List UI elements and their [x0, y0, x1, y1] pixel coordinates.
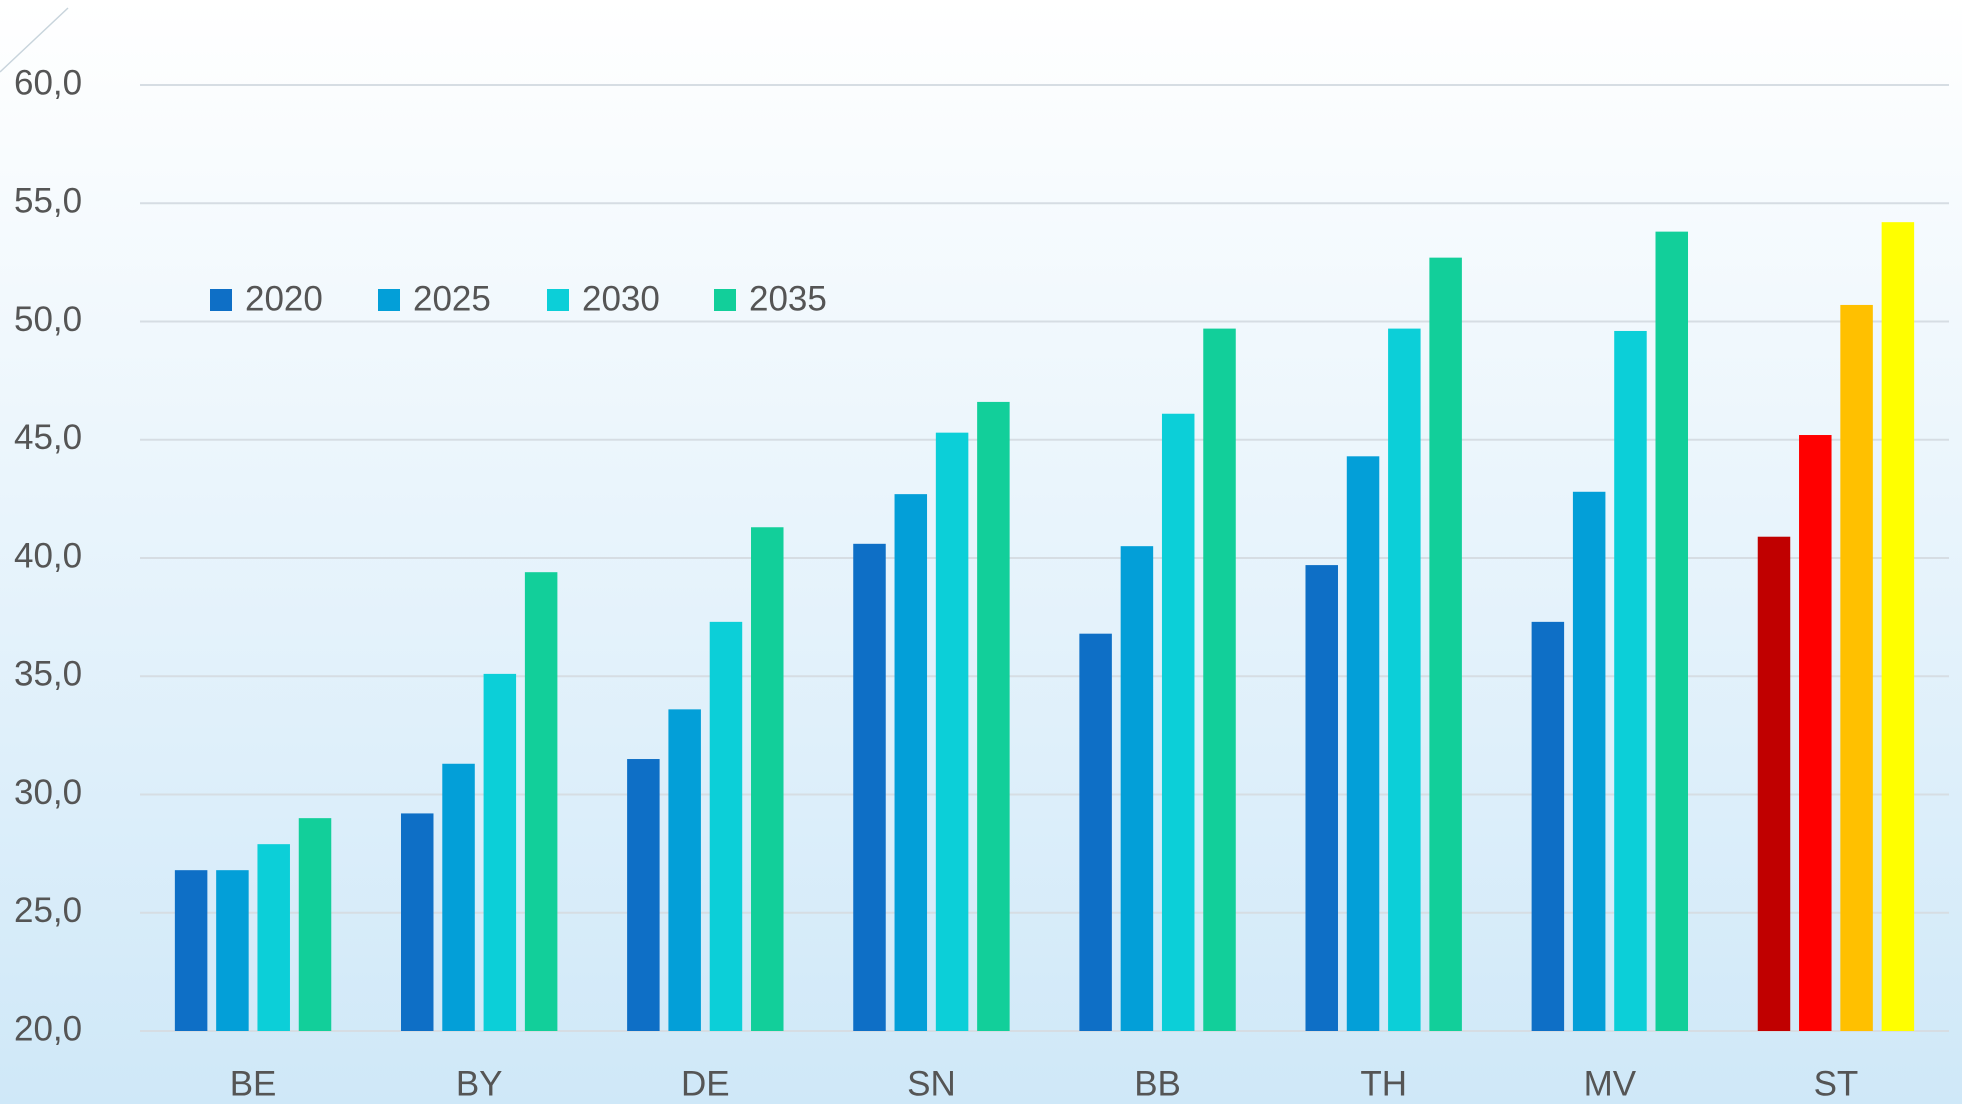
- bar: [853, 543, 886, 1031]
- legend-label: 2025: [413, 279, 491, 318]
- bar: [1120, 546, 1154, 1031]
- bar: [1572, 491, 1606, 1031]
- bar: [1161, 413, 1195, 1031]
- bar: [1305, 565, 1338, 1031]
- bar: [668, 709, 701, 1031]
- bar: [627, 759, 660, 1031]
- bar: [257, 844, 290, 1031]
- bar: [1881, 222, 1915, 1032]
- x-tick-label: ST: [1814, 1064, 1859, 1103]
- x-tick-label: BE: [230, 1064, 277, 1103]
- legend-label: 2020: [245, 279, 323, 318]
- bar: [442, 763, 475, 1031]
- x-tick-label: BB: [1134, 1064, 1181, 1103]
- y-tick-label: 20,0: [14, 1009, 82, 1048]
- decoration: [0, 7, 69, 73]
- legend-label: 2035: [749, 279, 827, 318]
- x-tick-label: MV: [1584, 1064, 1637, 1103]
- bar: [751, 527, 784, 1031]
- bar: [400, 813, 434, 1031]
- legend-label: 2030: [582, 279, 660, 318]
- legend-swatch: [378, 289, 400, 311]
- bar: [1799, 435, 1832, 1031]
- bar: [1655, 231, 1689, 1031]
- bar: [483, 673, 517, 1031]
- legend-swatch: [210, 289, 232, 311]
- x-tick-label: BY: [456, 1064, 503, 1103]
- y-tick-label: 30,0: [14, 773, 82, 812]
- x-tick-label: SN: [907, 1064, 956, 1103]
- bar: [174, 870, 208, 1031]
- legend-swatch: [714, 289, 736, 311]
- bar: [1757, 536, 1791, 1031]
- y-tick-label: 50,0: [14, 300, 82, 339]
- y-tick-label: 45,0: [14, 418, 82, 457]
- bar: [709, 621, 743, 1031]
- bar: [298, 818, 332, 1031]
- bar: [1429, 257, 1462, 1031]
- bar: [1614, 330, 1647, 1032]
- bar: [1388, 328, 1421, 1032]
- y-tick-label: 60,0: [14, 63, 82, 102]
- bar: [216, 870, 249, 1031]
- bar: [1203, 328, 1236, 1032]
- y-tick-label: 25,0: [14, 891, 82, 930]
- legend-swatch: [547, 289, 569, 311]
- bar: [1531, 621, 1565, 1031]
- x-tick-label: DE: [681, 1064, 730, 1103]
- bar: [1079, 633, 1112, 1031]
- y-tick-label: 35,0: [14, 655, 82, 694]
- bar: [1346, 456, 1380, 1031]
- bar: [1840, 304, 1873, 1031]
- x-tick-label: TH: [1360, 1064, 1407, 1103]
- bar: [977, 401, 1010, 1031]
- y-tick-label: 55,0: [14, 182, 82, 221]
- bar: [935, 432, 969, 1031]
- y-tick-label: 40,0: [14, 536, 82, 575]
- bar: [894, 494, 928, 1031]
- bar: [524, 572, 558, 1031]
